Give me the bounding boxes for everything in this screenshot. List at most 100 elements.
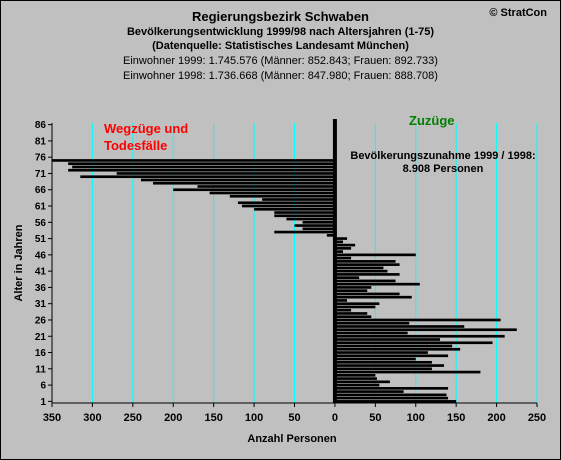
bar-age-60 <box>254 207 335 211</box>
y-tick-label-21: 21 <box>35 332 47 343</box>
bar-age-44 <box>334 260 396 263</box>
bar-age-31 <box>334 302 380 306</box>
x-tick-label-0: 350 <box>43 412 61 424</box>
right-annotation: Zuzüge <box>409 113 455 128</box>
bar-age-56 <box>302 220 335 224</box>
bar-age-7 <box>334 380 390 384</box>
bar-age-36 <box>334 286 372 289</box>
bar-age-58 <box>274 214 335 218</box>
left-annotation-line2: Todesfälle <box>104 138 167 153</box>
y-tick-label-51: 51 <box>35 234 47 245</box>
bar-age-12 <box>334 364 445 367</box>
bar-age-42 <box>334 266 384 270</box>
bar-age-72 <box>68 168 335 172</box>
bar-age-54 <box>302 227 335 231</box>
bar-age-1 <box>334 400 457 403</box>
y-tick-label-36: 36 <box>35 283 47 294</box>
x-tick-label-6: 50 <box>288 412 300 424</box>
bar-age-52 <box>326 233 335 237</box>
data-source: (Datenquelle: Statistisches Landesamt Mü… <box>152 40 409 52</box>
bar-age-67 <box>197 185 335 188</box>
y-tick-label-16: 16 <box>35 348 47 359</box>
bar-age-34 <box>334 292 400 296</box>
bar-age-73 <box>72 165 335 169</box>
bar-age-51 <box>334 237 348 240</box>
bar-age-11 <box>334 367 432 371</box>
bar-age-38 <box>334 279 396 283</box>
bar-age-50 <box>334 240 343 244</box>
bar-age-48 <box>334 247 352 250</box>
x-tick-label-10: 150 <box>447 412 465 424</box>
x-tick-label-12: 250 <box>528 412 546 424</box>
bar-age-63 <box>262 198 335 201</box>
population-1999: Einwohner 1999: 1.745.576 (Männer: 852.8… <box>123 55 438 67</box>
y-tick-label-56: 56 <box>35 218 47 229</box>
growth-annotation-line2: 8.908 Personen <box>403 163 484 175</box>
bar-age-25 <box>334 321 410 325</box>
bar-age-49 <box>334 243 356 247</box>
bar-age-20 <box>334 338 440 341</box>
bar-age-70 <box>80 175 335 179</box>
bar-age-43 <box>334 263 400 266</box>
copyright: © StratCon <box>489 7 547 19</box>
bar-age-22 <box>334 331 408 335</box>
bar-age-35 <box>334 289 368 293</box>
y-tick-label-31: 31 <box>35 299 47 310</box>
bar-age-39 <box>334 276 360 279</box>
bar-age-33 <box>334 295 412 299</box>
chart-subtitle: Bevölkerungsentwicklung 1999/98 nach Alt… <box>126 26 435 38</box>
bar-age-27 <box>334 315 372 319</box>
y-tick-label-1: 1 <box>40 397 46 408</box>
bar-age-59 <box>274 211 335 214</box>
bar-age-64 <box>229 194 335 198</box>
y-tick-label-26: 26 <box>35 315 47 326</box>
x-tick-label-3: 200 <box>164 412 182 424</box>
y-tick-label-71: 71 <box>35 169 47 180</box>
bar-age-8 <box>334 377 377 380</box>
growth-annotation-line1: Bevölkerungszunahme 1999 / 1998: <box>350 150 535 162</box>
bar-age-18 <box>334 344 453 348</box>
bar-age-46 <box>334 253 416 257</box>
y-tick-label-61: 61 <box>35 202 47 213</box>
bar-age-41 <box>334 269 388 273</box>
x-tick-label-2: 250 <box>124 412 142 424</box>
population-1998: Einwohner 1998: 1.736.668 (Männer: 847.9… <box>123 70 438 82</box>
y-tick-label-46: 46 <box>35 250 47 261</box>
bar-age-4 <box>334 390 404 393</box>
x-tick-label-9: 100 <box>407 412 425 424</box>
y-tick-label-6: 6 <box>40 381 46 392</box>
bar-age-75 <box>52 159 335 162</box>
y-tick-label-86: 86 <box>35 120 47 131</box>
bar-age-57 <box>286 217 335 221</box>
bar-age-16 <box>334 351 428 354</box>
y-axis-label: Alter in Jahren <box>13 224 25 301</box>
bar-age-2 <box>334 396 449 400</box>
bar-age-21 <box>334 334 505 338</box>
bar-age-13 <box>334 360 432 364</box>
y-tick-label-41: 41 <box>35 267 47 278</box>
x-tick-label-4: 150 <box>204 412 222 424</box>
bar-age-37 <box>334 282 420 286</box>
bar-age-15 <box>334 354 449 358</box>
bar-age-17 <box>334 347 461 351</box>
bar-age-71 <box>116 172 335 175</box>
x-tick-label-7: 0 <box>332 412 338 424</box>
bar-age-47 <box>334 250 343 253</box>
bar-age-55 <box>294 224 335 227</box>
bar-age-28 <box>334 312 368 315</box>
bar-age-62 <box>237 201 335 205</box>
x-tick-label-5: 100 <box>245 412 263 424</box>
bar-age-6 <box>334 383 380 387</box>
bar-age-9 <box>334 373 376 377</box>
bar-age-3 <box>334 393 447 397</box>
bar-age-32 <box>334 299 348 302</box>
y-tick-label-11: 11 <box>35 364 46 375</box>
bar-age-30 <box>334 305 376 309</box>
bar-age-40 <box>334 273 400 276</box>
bar-age-23 <box>334 328 517 332</box>
bar-age-66 <box>173 188 335 192</box>
y-tick-label-76: 76 <box>35 153 47 164</box>
x-tick-label-1: 300 <box>83 412 101 424</box>
bar-age-53 <box>274 230 335 234</box>
